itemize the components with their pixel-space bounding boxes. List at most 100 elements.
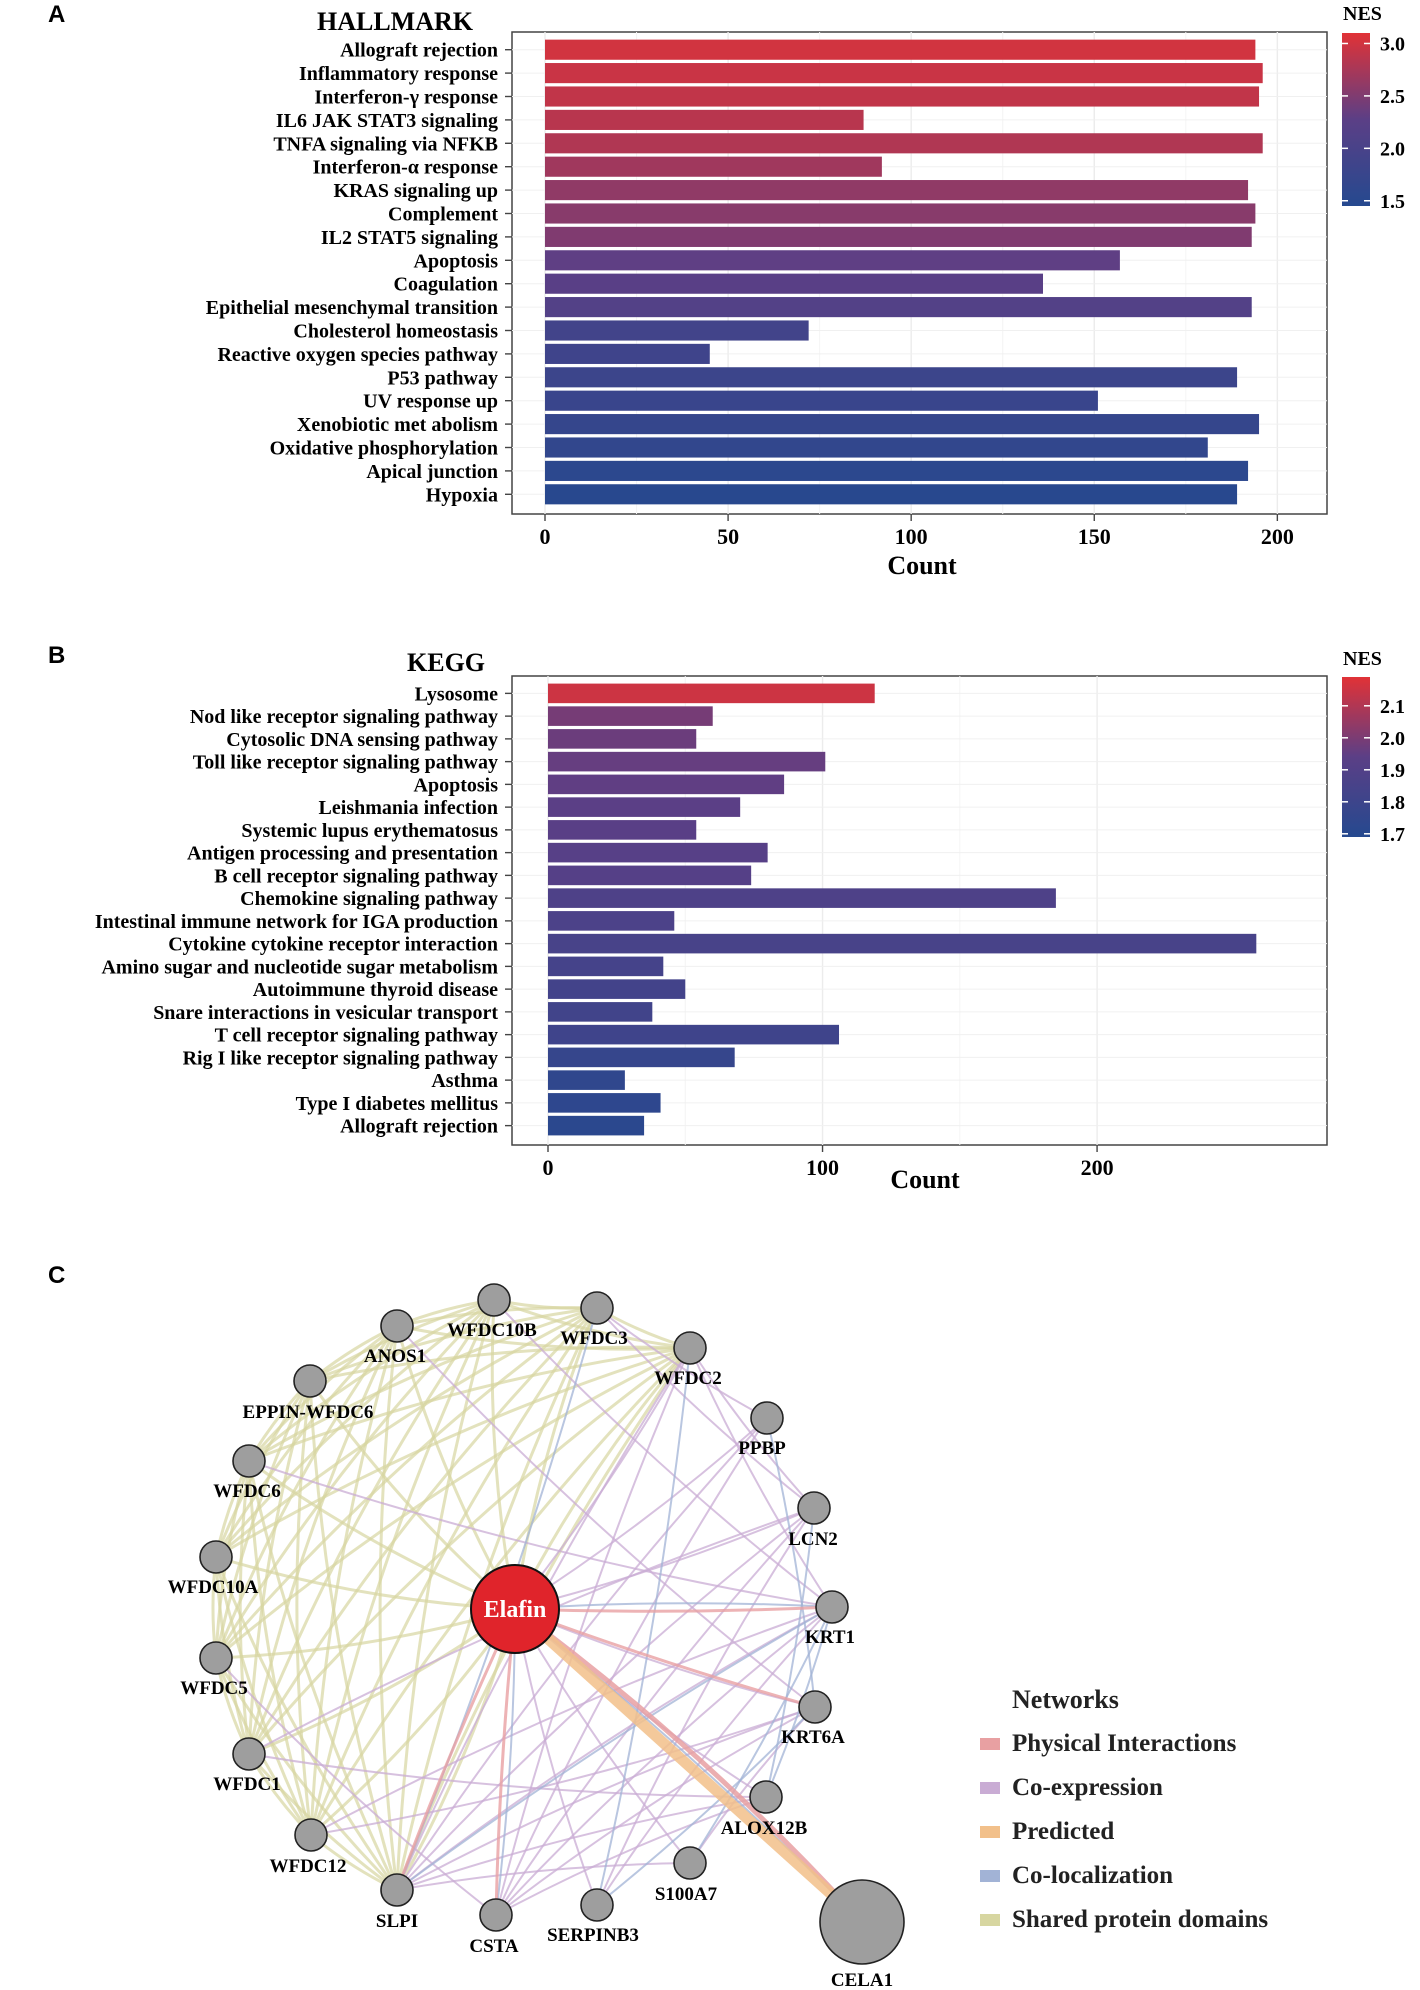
bar <box>548 1115 645 1136</box>
network-node-label: SLPI <box>376 1911 418 1932</box>
bar <box>548 706 713 726</box>
edge-shared-protein-domains <box>309 1307 599 1836</box>
category-label: P53 pathway <box>387 367 498 389</box>
edge-co-localization <box>689 1606 833 1864</box>
bar <box>545 390 1098 411</box>
edge-physical-interaction <box>514 1605 833 1613</box>
network-node-label: KRT6A <box>781 1727 845 1748</box>
category-label: Apical junction <box>366 461 498 483</box>
network-legend-swatch <box>980 1782 1000 1794</box>
network-node-label: ANOS1 <box>364 1346 426 1367</box>
edge-shared-protein-domains <box>214 1298 495 1558</box>
edge-co-localization <box>766 1417 816 1708</box>
network-node <box>294 1818 328 1852</box>
bar <box>548 683 875 704</box>
x-tick-label: 150 <box>1078 524 1111 549</box>
network-node <box>673 1331 707 1365</box>
edge-co-expression <box>596 1606 833 1906</box>
edge-co-expression <box>396 1862 691 1891</box>
bar <box>548 1047 735 1068</box>
edge-shared-protein-domains <box>214 1657 399 1892</box>
network-node-label: S100A7 <box>655 1884 718 1905</box>
network-node <box>673 1846 707 1880</box>
network-legend-swatch <box>980 1914 1000 1926</box>
category-label: Allograft rejection <box>340 40 498 62</box>
edge-shared-protein-domains <box>247 1460 313 1836</box>
x-tick-label: 100 <box>806 1155 839 1180</box>
network-legend-label: Physical Interactions <box>1012 1730 1237 1757</box>
bar <box>545 109 864 130</box>
bar <box>545 273 1043 294</box>
bar <box>545 156 882 177</box>
kegg-nes-legend: NES 2.1 2.0 1.9 1.8 1.7 <box>1342 648 1405 846</box>
hallmark-legend-ticks: 3.0 2.5 2.0 1.5 <box>1342 33 1405 213</box>
edge-shared-protein-domains <box>214 1325 399 1659</box>
network-node-label: WFDC5 <box>180 1678 248 1699</box>
category-label: Antigen processing and presentation <box>187 843 498 865</box>
bar <box>548 842 768 863</box>
network-legend-swatch <box>980 1738 1000 1750</box>
network-hub-label: Elafin <box>484 1597 547 1623</box>
edge-shared-protein-domains <box>238 1460 251 1755</box>
x-tick-label: 200 <box>1081 1155 1114 1180</box>
edge-co-expression <box>596 1507 815 1906</box>
kegg-x-ticks: 0 100 200 <box>543 1145 1114 1180</box>
network-node <box>232 1444 266 1478</box>
legend-tick-label: 2.0 <box>1380 728 1405 750</box>
network-node <box>580 1888 614 1922</box>
kegg-bars <box>548 683 1257 1136</box>
network-legend-items: Physical Interactions Co-expression Predic… <box>980 1730 1268 1933</box>
edge-co-expression <box>310 1606 833 1836</box>
bar <box>548 1002 653 1022</box>
category-label: Cytosolic DNA sensing pathway <box>226 729 498 751</box>
network-node <box>199 1540 233 1574</box>
category-label: Xenobiotic met abolism <box>297 414 498 436</box>
network-node <box>798 1690 832 1724</box>
network-node-label: WFDC1 <box>213 1774 281 1795</box>
category-label: Nod like receptor signaling pathway <box>190 706 498 728</box>
edge-co-expression <box>495 1347 691 1916</box>
network-legend-label: Co-localization <box>1012 1862 1173 1889</box>
network-node <box>380 1873 414 1907</box>
edge-co-expression <box>396 1606 833 1891</box>
edge-co-localization <box>596 1706 816 1906</box>
bar <box>548 1070 625 1090</box>
kegg-x-axis-title: Count <box>890 1165 960 1194</box>
edge-shared-protein-domains <box>214 1324 399 1558</box>
edge-co-expression <box>248 1460 833 1608</box>
bar <box>545 133 1263 154</box>
bar <box>548 751 826 772</box>
category-label: Apoptosis <box>414 250 499 272</box>
edge-physical-interaction <box>494 1608 517 1916</box>
network-legend: Networks Physical Interactions Co-express… <box>980 1685 1268 1933</box>
edge-co-localization <box>765 1507 815 1798</box>
hallmark-bars <box>545 39 1263 505</box>
category-label: Leishmania infection <box>319 797 498 819</box>
edge-co-expression <box>596 1307 815 1509</box>
edge-shared-protein-domains <box>308 1380 399 1891</box>
network-node <box>580 1291 614 1325</box>
kegg-legend-title: NES <box>1343 648 1382 670</box>
network-node-label: EPPIN-WFDC6 <box>243 1402 374 1423</box>
edge-shared-protein-domains <box>248 1346 691 1463</box>
category-label: Reactive oxygen species pathway <box>217 344 498 366</box>
category-label: Inflammatory response <box>299 63 498 85</box>
bar <box>545 437 1208 458</box>
category-label: Coagulation <box>394 274 498 296</box>
category-label: T cell receptor signaling pathway <box>215 1025 498 1047</box>
edge-shared-protein-domains <box>248 1298 495 1463</box>
network-node <box>750 1401 784 1435</box>
network-node <box>479 1898 513 1932</box>
x-tick-label: 50 <box>717 524 739 549</box>
edge-shared-protein-domains <box>396 1324 691 1351</box>
category-label: KRAS signaling up <box>333 180 498 202</box>
x-tick-label: 100 <box>895 524 928 549</box>
hallmark-title: HALLMARK <box>317 7 474 36</box>
network-node <box>199 1641 233 1675</box>
legend-tick-label: 2.5 <box>1380 86 1405 108</box>
bar <box>548 865 752 886</box>
edge-co-expression <box>596 1307 768 1419</box>
edge-shared-protein-domains <box>248 1306 598 1463</box>
